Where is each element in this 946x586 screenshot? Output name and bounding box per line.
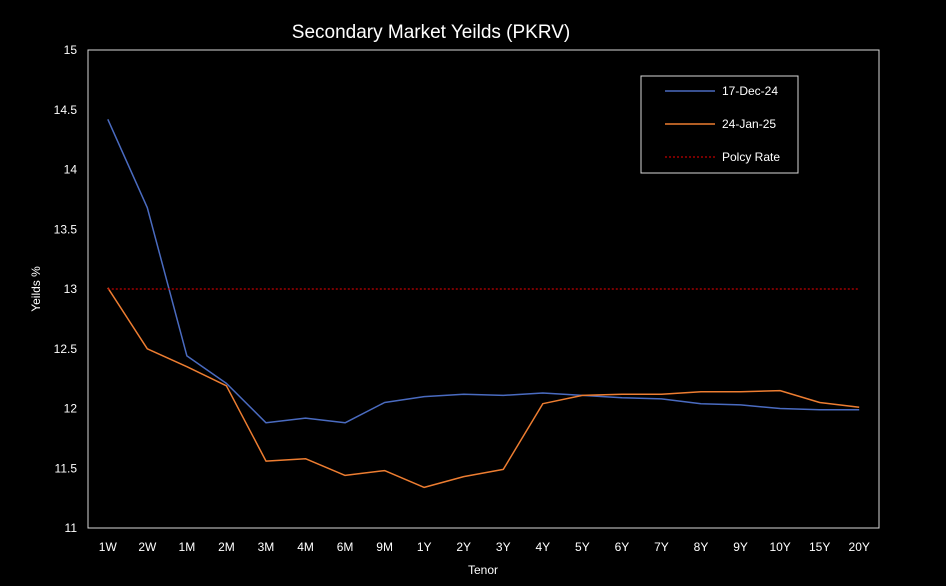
y-axis-title: Yeilds % xyxy=(29,266,43,312)
x-tick-label: 6Y xyxy=(615,540,630,554)
x-tick-label: 1W xyxy=(99,540,118,554)
plot-area-border xyxy=(87,49,880,529)
x-tick-label: 3Y xyxy=(496,540,511,554)
y-tick-label: 11 xyxy=(65,521,78,535)
chart-title: Secondary Market Yeilds (PKRV) xyxy=(292,22,570,43)
y-axis-ticks: 15 14.5 14 13.5 13 12.5 12 11.5 11 xyxy=(54,43,78,535)
y-tick-label: 13.5 xyxy=(54,222,78,236)
x-tick-label: 1M xyxy=(179,540,196,554)
x-tick-label: 5Y xyxy=(575,540,590,554)
y-tick-label: 15 xyxy=(64,43,78,57)
x-tick-label: 9Y xyxy=(733,540,748,554)
x-tick-label: 15Y xyxy=(809,540,830,554)
x-tick-label: 4Y xyxy=(535,540,550,554)
x-tick-label: 6M xyxy=(337,540,354,554)
legend: 17-Dec-24 24-Jan-25 Polcy Rate xyxy=(640,75,799,174)
legend-label: 24-Jan-25 xyxy=(722,117,776,131)
x-tick-label: 2W xyxy=(138,540,157,554)
legend-label: Polcy Rate xyxy=(722,150,780,164)
x-tick-label: 9M xyxy=(376,540,393,554)
x-axis-title: Tenor xyxy=(468,563,498,577)
y-tick-label: 12 xyxy=(64,402,78,416)
legend-label: 17-Dec-24 xyxy=(722,84,778,98)
y-tick-label: 12.5 xyxy=(54,342,78,356)
x-axis-ticks: 1W 2W 1M 2M 3M 4M 6M 9M 1Y 2Y 3Y 4Y 5Y 6Y 7Y 8Y 9Y 10Y 15Y… xyxy=(99,540,870,554)
series-line-1 xyxy=(107,287,860,489)
x-tick-label: 8Y xyxy=(694,540,709,554)
series-lines xyxy=(107,118,860,489)
x-tick-label: 7Y xyxy=(654,540,669,554)
series-line-0 xyxy=(107,118,860,424)
x-tick-label: 20Y xyxy=(849,540,870,554)
x-tick-label: 1Y xyxy=(417,540,432,554)
x-tick-label: 4M xyxy=(297,540,314,554)
y-tick-label: 14 xyxy=(64,163,78,177)
x-tick-label: 10Y xyxy=(769,540,790,554)
y-tick-label: 14.5 xyxy=(54,103,78,117)
x-tick-label: 3M xyxy=(258,540,275,554)
y-tick-label: 13 xyxy=(64,282,78,296)
x-tick-label: 2Y xyxy=(456,540,471,554)
x-tick-label: 2M xyxy=(218,540,235,554)
y-tick-label: 11.5 xyxy=(55,461,78,475)
